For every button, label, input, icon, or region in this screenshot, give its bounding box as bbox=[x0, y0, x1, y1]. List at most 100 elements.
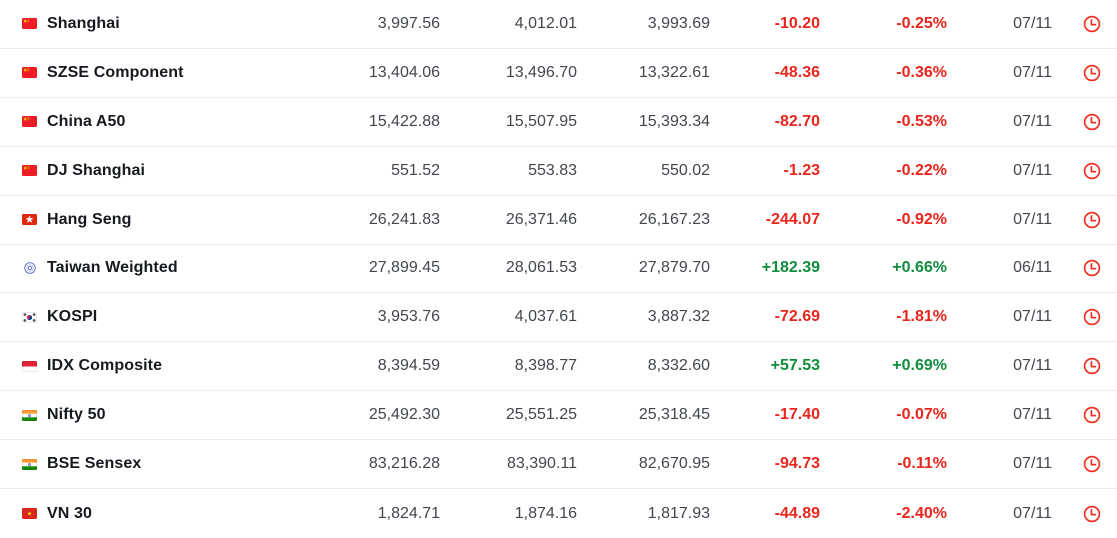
clock-icon[interactable] bbox=[1052, 258, 1117, 278]
china-flag-icon bbox=[22, 165, 37, 177]
index-name: Hang Seng bbox=[47, 210, 132, 228]
clock-icon[interactable] bbox=[1052, 356, 1117, 376]
clock-icon[interactable] bbox=[1052, 307, 1117, 327]
low-price: 25,318.45 bbox=[638, 406, 710, 424]
india-flag-icon bbox=[22, 458, 37, 470]
low-price: 1,817.93 bbox=[647, 504, 710, 522]
date-label: 07/11 bbox=[1013, 455, 1052, 473]
change-value: -17.40 bbox=[774, 406, 820, 424]
change-value: -1.23 bbox=[783, 161, 820, 179]
high-price: 26,371.46 bbox=[505, 210, 577, 228]
change-value: -48.36 bbox=[774, 63, 820, 81]
last-price: 3,953.76 bbox=[377, 308, 440, 326]
high-price: 25,551.25 bbox=[505, 406, 577, 424]
last-price: 1,824.71 bbox=[377, 504, 440, 522]
table-row[interactable]: VN 30 1,824.71 1,874.16 1,817.93 -44.89 … bbox=[0, 489, 1117, 538]
china-flag-icon bbox=[22, 67, 37, 79]
index-name: Shanghai bbox=[47, 14, 120, 32]
date-label: 07/11 bbox=[1013, 210, 1052, 228]
table-row[interactable]: Taiwan Weighted 27,899.45 28,061.53 27,8… bbox=[0, 244, 1117, 294]
china-flag-icon bbox=[22, 116, 37, 128]
change-percent: -0.92% bbox=[896, 210, 947, 228]
clock-icon[interactable] bbox=[1052, 405, 1117, 425]
change-percent: -0.11% bbox=[897, 455, 947, 473]
low-price: 550.02 bbox=[661, 161, 710, 179]
change-value: +182.39 bbox=[761, 259, 820, 277]
last-price: 83,216.28 bbox=[368, 455, 440, 473]
southkorea-flag-icon bbox=[22, 311, 37, 323]
indonesia-flag-icon bbox=[22, 360, 37, 372]
change-percent: -0.07% bbox=[896, 406, 947, 424]
table-row[interactable]: SZSE Component 13,404.06 13,496.70 13,32… bbox=[0, 48, 1117, 98]
clock-icon[interactable] bbox=[1052, 454, 1117, 474]
index-name: KOSPI bbox=[47, 308, 98, 326]
date-label: 07/11 bbox=[1013, 308, 1052, 326]
last-price: 8,394.59 bbox=[377, 357, 440, 375]
low-price: 13,322.61 bbox=[638, 63, 710, 81]
india-flag-icon bbox=[22, 409, 37, 421]
clock-icon[interactable] bbox=[1052, 504, 1117, 524]
clock-icon[interactable] bbox=[1052, 161, 1117, 181]
date-label: 07/11 bbox=[1013, 406, 1052, 424]
clock-icon[interactable] bbox=[1052, 63, 1117, 83]
last-price: 26,241.83 bbox=[368, 210, 440, 228]
table-row[interactable]: IDX Composite 8,394.59 8,398.77 8,332.60… bbox=[0, 342, 1117, 392]
table-row[interactable]: Nifty 50 25,492.30 25,551.25 25,318.45 -… bbox=[0, 391, 1117, 441]
change-value: -10.20 bbox=[774, 14, 820, 32]
china-flag-icon bbox=[22, 18, 37, 30]
change-value: -244.07 bbox=[765, 210, 820, 228]
low-price: 27,879.70 bbox=[638, 259, 710, 277]
high-price: 553.83 bbox=[528, 161, 577, 179]
low-price: 3,993.69 bbox=[647, 14, 710, 32]
index-name: Nifty 50 bbox=[47, 406, 106, 424]
change-percent: -0.53% bbox=[896, 112, 947, 130]
high-price: 1,874.16 bbox=[514, 504, 577, 522]
index-name: BSE Sensex bbox=[47, 455, 142, 473]
change-percent: -0.25% bbox=[896, 14, 947, 32]
low-price: 82,670.95 bbox=[638, 455, 710, 473]
last-price: 551.52 bbox=[391, 161, 440, 179]
table-row[interactable]: Shanghai 3,997.56 4,012.01 3,993.69 -10.… bbox=[0, 0, 1117, 49]
index-name: IDX Composite bbox=[47, 357, 163, 375]
table-row[interactable]: KOSPI 3,953.76 4,037.61 3,887.32 -72.69 … bbox=[0, 293, 1117, 343]
change-value: +57.53 bbox=[770, 357, 820, 375]
change-percent: -0.36% bbox=[896, 63, 947, 81]
date-label: 06/11 bbox=[1013, 259, 1052, 277]
high-price: 8,398.77 bbox=[514, 357, 577, 375]
clock-icon[interactable] bbox=[1052, 112, 1117, 132]
high-price: 4,012.01 bbox=[514, 14, 577, 32]
high-price: 15,507.95 bbox=[505, 112, 577, 130]
last-price: 15,422.88 bbox=[368, 112, 440, 130]
table-row[interactable]: Hang Seng 26,241.83 26,371.46 26,167.23 … bbox=[0, 195, 1117, 245]
table-row[interactable]: DJ Shanghai 551.52 553.83 550.02 -1.23 -… bbox=[0, 146, 1117, 196]
low-price: 3,887.32 bbox=[647, 308, 710, 326]
change-value: -94.73 bbox=[774, 455, 820, 473]
high-price: 28,061.53 bbox=[505, 259, 577, 277]
change-percent: +0.69% bbox=[892, 357, 947, 375]
low-price: 15,393.34 bbox=[638, 112, 710, 130]
clock-icon[interactable] bbox=[1052, 210, 1117, 230]
date-label: 07/11 bbox=[1013, 14, 1052, 32]
hongkong-flag-icon bbox=[22, 214, 37, 226]
change-percent: -0.22% bbox=[896, 161, 947, 179]
change-percent: -1.81% bbox=[896, 308, 947, 326]
table-row[interactable]: BSE Sensex 83,216.28 83,390.11 82,670.95… bbox=[0, 440, 1117, 490]
table-row[interactable]: China A50 15,422.88 15,507.95 15,393.34 … bbox=[0, 97, 1117, 147]
last-price: 27,899.45 bbox=[368, 259, 440, 277]
clock-icon[interactable] bbox=[1052, 14, 1117, 34]
last-price: 3,997.56 bbox=[377, 14, 440, 32]
low-price: 26,167.23 bbox=[638, 210, 710, 228]
change-percent: +0.66% bbox=[892, 259, 947, 277]
last-price: 13,404.06 bbox=[368, 63, 440, 81]
date-label: 07/11 bbox=[1013, 504, 1052, 522]
date-label: 07/11 bbox=[1013, 63, 1052, 81]
date-label: 07/11 bbox=[1013, 112, 1052, 130]
vietnam-flag-icon bbox=[22, 508, 37, 520]
index-name: DJ Shanghai bbox=[47, 161, 146, 179]
index-name: Taiwan Weighted bbox=[47, 259, 178, 277]
low-price: 8,332.60 bbox=[647, 357, 710, 375]
change-value: -82.70 bbox=[774, 112, 820, 130]
last-price: 25,492.30 bbox=[368, 406, 440, 424]
index-name: VN 30 bbox=[47, 504, 92, 522]
index-name: China A50 bbox=[47, 112, 126, 130]
